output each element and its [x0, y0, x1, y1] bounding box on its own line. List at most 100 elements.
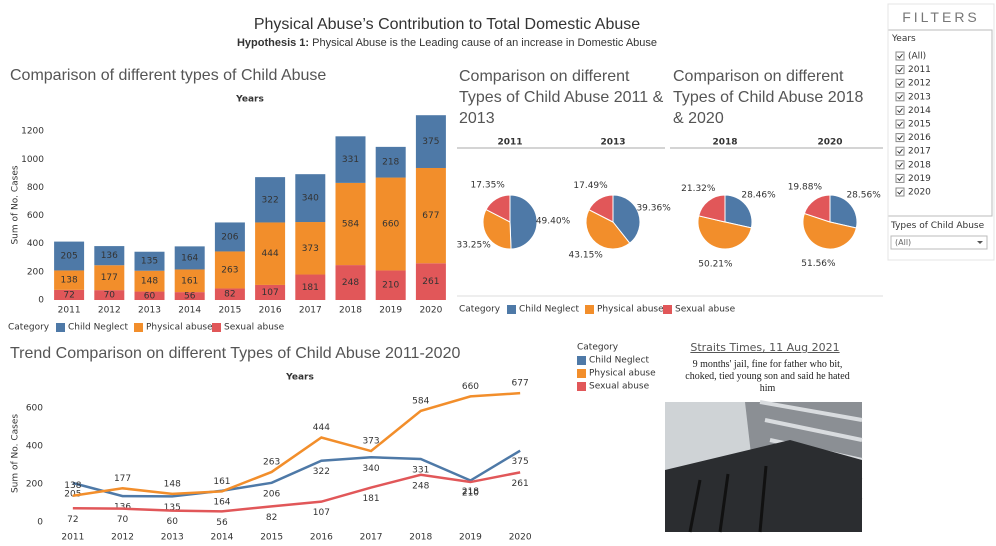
- value-label: 375: [422, 137, 439, 147]
- pie-slice: [485, 194, 511, 223]
- checkmark: [897, 108, 903, 114]
- x-tick-label: 2017: [299, 306, 322, 316]
- line: [72, 471, 521, 513]
- value-label: 56: [184, 292, 196, 302]
- x-tick-label: 2018: [339, 306, 362, 316]
- filters-title: FILTERS: [902, 9, 980, 25]
- pie-slice: [829, 194, 858, 229]
- value-label: 148: [164, 479, 181, 489]
- y-axis-title: Sum of No. Cases: [11, 165, 21, 244]
- checkmark: [897, 135, 903, 141]
- value-label: 206: [263, 489, 280, 499]
- checkmark: [897, 176, 903, 182]
- image-pillars: [688, 465, 768, 533]
- hypothesis-text: Physical Abuse is the Leading cause of a…: [312, 37, 658, 49]
- value-label: 181: [362, 494, 379, 504]
- pie-header: 2020: [817, 138, 842, 148]
- x-tick-label: 2016: [310, 533, 333, 543]
- pie-label: 21.32%: [681, 184, 716, 194]
- value-label: 444: [262, 249, 279, 259]
- pie-label: 17.35%: [471, 181, 506, 191]
- line: [72, 391, 521, 497]
- pie-label: 33.25%: [456, 240, 491, 250]
- y-tick-label: 400: [26, 441, 43, 451]
- x-axis-title: Years: [285, 373, 314, 383]
- filter-option: 2015: [908, 120, 931, 130]
- bar-segment: [54, 241, 85, 271]
- x-tick-label: 2015: [260, 533, 283, 543]
- pie-label: 51.56%: [801, 259, 836, 269]
- value-label: 340: [362, 464, 379, 474]
- checkbox[interactable]: [895, 160, 905, 170]
- checkbox[interactable]: [895, 105, 905, 115]
- y-tick-label: 200: [26, 479, 43, 489]
- bar-segment: [94, 290, 125, 300]
- value-label: 263: [263, 457, 280, 467]
- bar-segment: [375, 146, 406, 178]
- pie-slice: [698, 194, 726, 223]
- y-tick-label: 1000: [21, 155, 44, 165]
- bar-segment: [375, 270, 406, 300]
- legend-swatch: [577, 369, 586, 378]
- value-label: 60: [144, 291, 156, 301]
- value-label: 331: [342, 155, 359, 165]
- dropdown-value: (All): [895, 238, 912, 247]
- x-tick-label: 2014: [210, 533, 233, 543]
- y-tick-label: 1200: [21, 127, 44, 137]
- value-label: 70: [104, 291, 116, 301]
- legend-label: Physical abuse: [146, 323, 213, 333]
- checkbox[interactable]: [895, 173, 905, 183]
- value-label: 138: [64, 481, 81, 491]
- value-label: 261: [422, 277, 439, 287]
- checkbox[interactable]: [895, 119, 905, 129]
- chart-title: Comparison on different Types of Child A…: [459, 68, 664, 127]
- checkbox[interactable]: [895, 92, 905, 102]
- checkmark: [897, 80, 903, 86]
- dropdown[interactable]: [890, 235, 988, 250]
- bar-segment: [174, 269, 205, 293]
- pie-slice: [585, 209, 631, 250]
- pie-header: 2011: [497, 138, 522, 148]
- checkbox[interactable]: [895, 51, 905, 61]
- pie-slice: [509, 194, 538, 250]
- value-label: 177: [101, 273, 118, 283]
- checkbox[interactable]: [895, 146, 905, 156]
- chart-title: Trend Comparison on different Types of C…: [10, 345, 461, 362]
- legend-swatch: [212, 323, 221, 332]
- news-image: [665, 400, 863, 533]
- filter-option: 2017: [908, 147, 931, 157]
- checkbox[interactable]: [895, 78, 905, 88]
- bar-segment: [54, 289, 85, 300]
- y-tick-label: 600: [26, 403, 43, 413]
- value-label: 375: [512, 457, 529, 467]
- value-label: 210: [462, 489, 479, 499]
- value-label: 340: [302, 194, 319, 204]
- value-label: 373: [302, 244, 319, 254]
- bar-segment: [54, 270, 85, 290]
- filter-option: 2013: [908, 92, 931, 102]
- value-label: 72: [67, 515, 78, 525]
- y-tick-label: 200: [27, 267, 44, 277]
- pie-label: 28.56%: [846, 191, 881, 201]
- bar-segment: [174, 292, 205, 300]
- x-tick-label: 2017: [360, 533, 383, 543]
- value-label: 72: [63, 290, 74, 300]
- x-tick-label: 2014: [178, 306, 201, 316]
- checkbox[interactable]: [895, 187, 905, 197]
- x-tick-label: 2013: [138, 306, 161, 316]
- legend-label: Sexual abuse: [589, 382, 650, 392]
- checkbox[interactable]: [895, 65, 905, 75]
- checkbox[interactable]: [895, 133, 905, 143]
- legend-label: Child Neglect: [589, 356, 650, 366]
- value-label: 218: [382, 158, 399, 168]
- value-label: 177: [114, 474, 131, 484]
- pie-slice: [803, 194, 831, 223]
- x-tick-label: 2015: [218, 306, 241, 316]
- bar-segment: [94, 246, 125, 266]
- pie-label: 50.21%: [698, 259, 733, 269]
- chart-title: Comparison of different types of Child A…: [10, 67, 327, 84]
- value-label: 331: [412, 466, 429, 476]
- value-label: 248: [342, 278, 359, 288]
- value-label: 206: [221, 232, 238, 242]
